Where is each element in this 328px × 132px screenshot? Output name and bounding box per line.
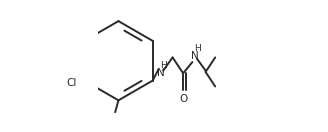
Text: Cl: Cl — [67, 78, 77, 88]
Text: N: N — [157, 68, 165, 78]
Text: H: H — [160, 62, 167, 70]
Text: H: H — [194, 44, 201, 53]
Text: O: O — [180, 94, 188, 104]
Text: N: N — [191, 51, 199, 61]
